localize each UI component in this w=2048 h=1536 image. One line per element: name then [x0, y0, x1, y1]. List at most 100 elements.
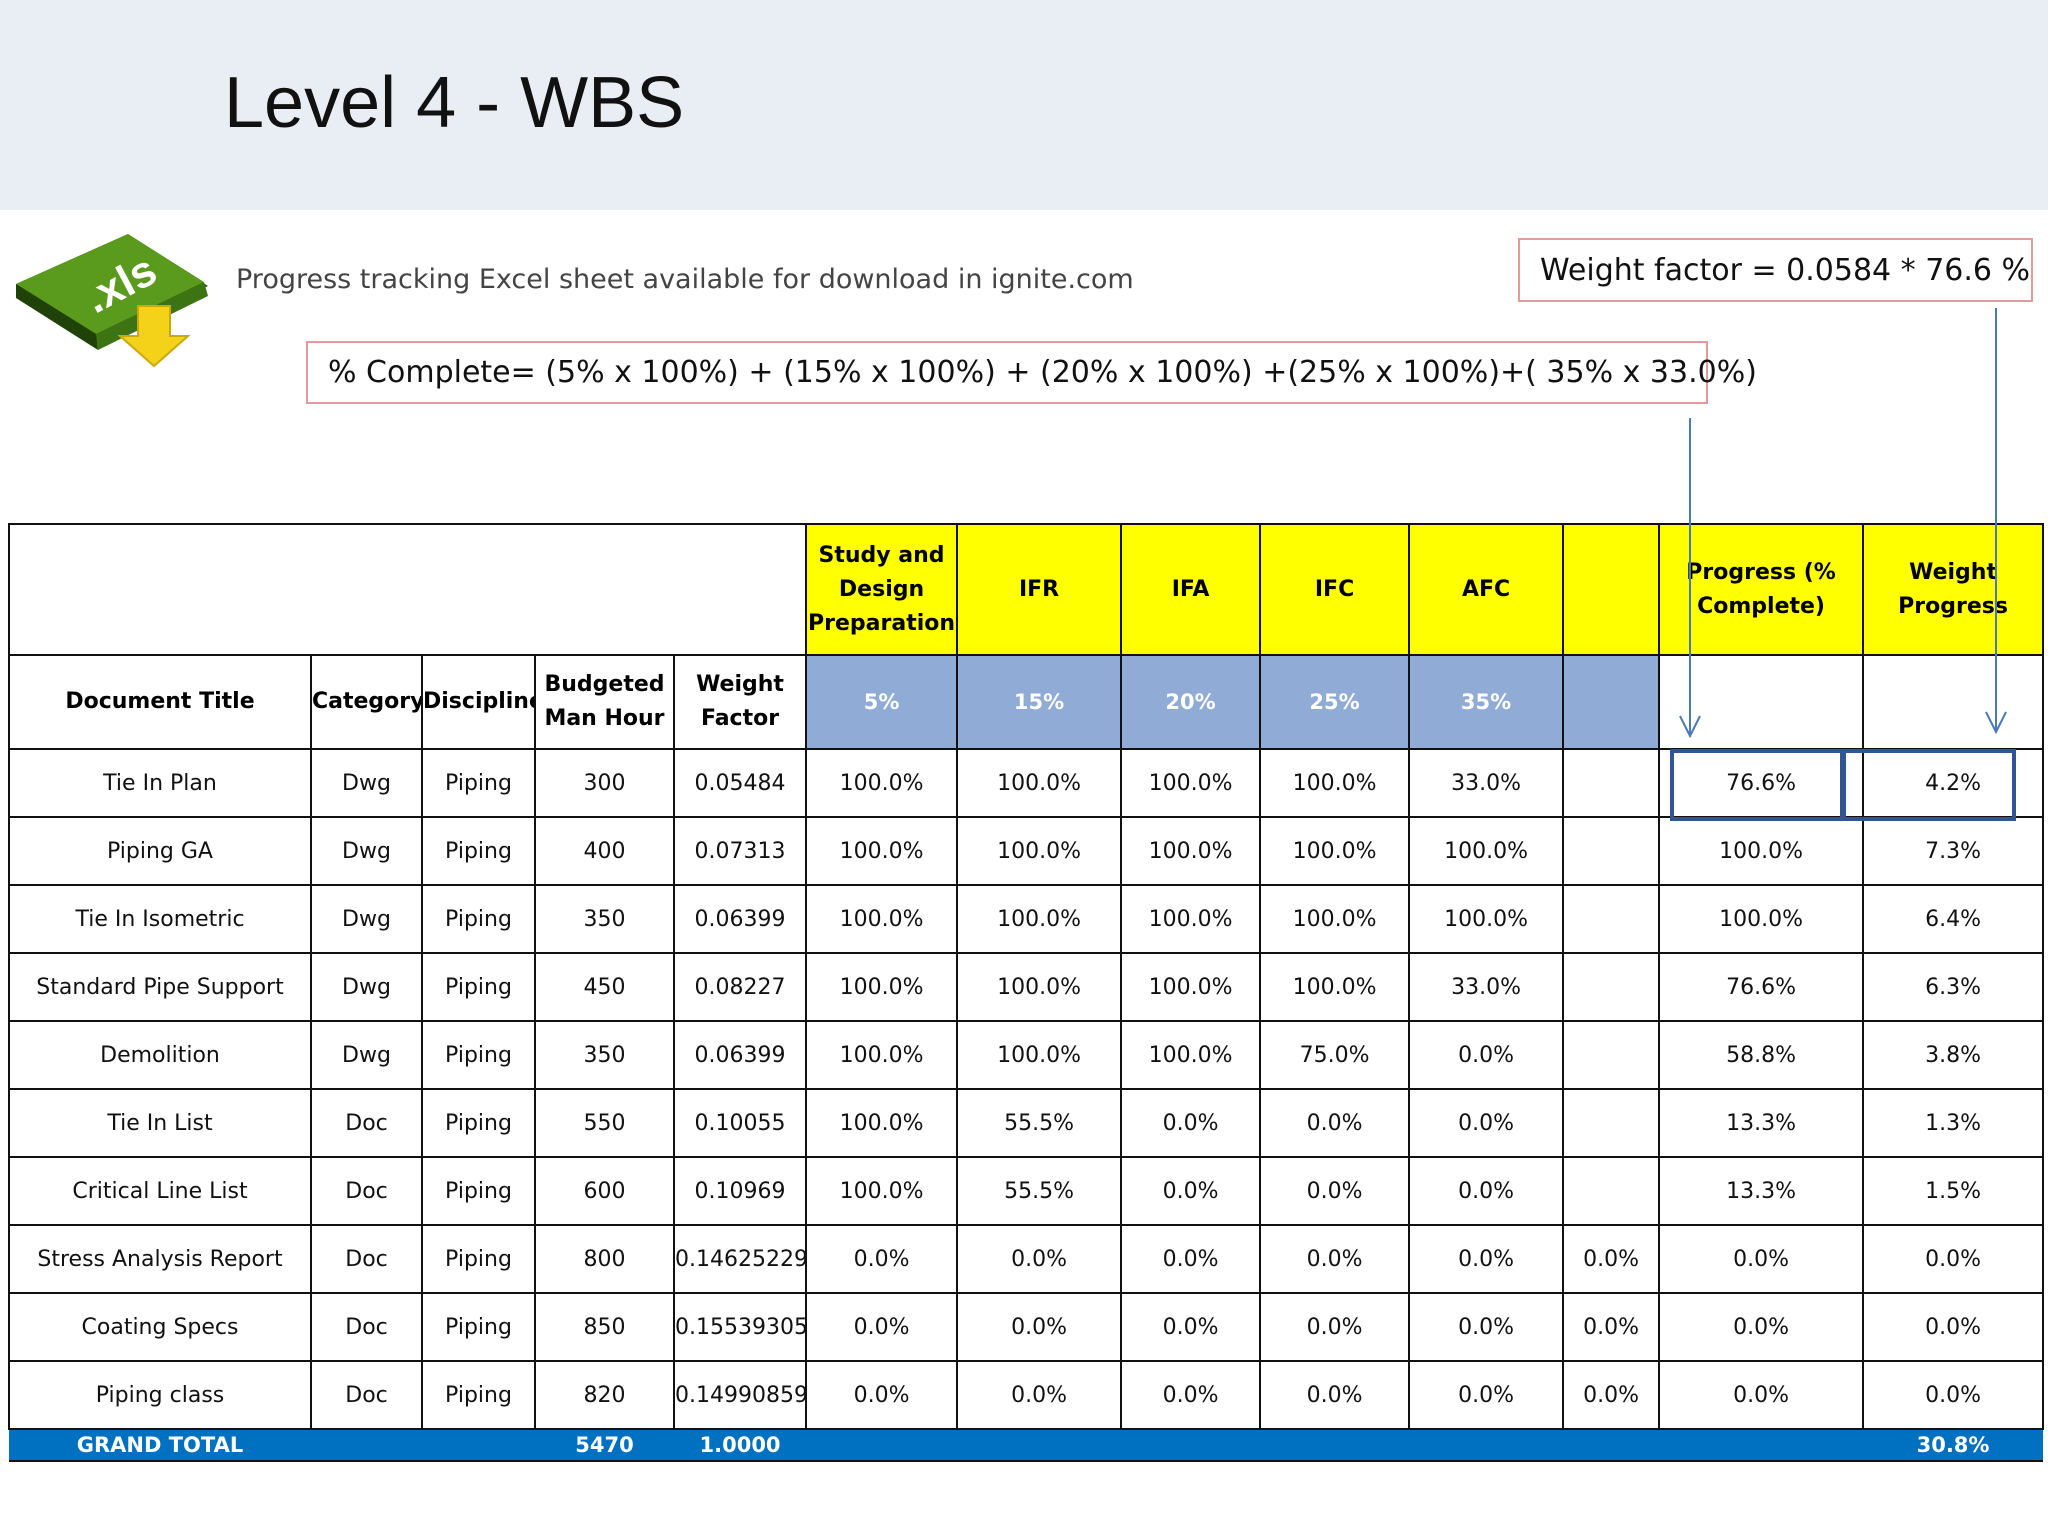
- discipline-cell: Piping: [421, 748, 536, 818]
- document-title-cell: Piping GA: [8, 816, 312, 886]
- phase-progress-cell: 100.0%: [956, 816, 1123, 886]
- phase-weight: 5%: [805, 654, 959, 750]
- document-title-cell: Standard Pipe Support: [8, 952, 312, 1022]
- grand-total-weight: 1.0000: [674, 1428, 807, 1462]
- phase-progress-cell: 0.0%: [805, 1224, 959, 1294]
- discipline-cell: Piping: [421, 1360, 536, 1430]
- phase-progress-cell: 0.0%: [805, 1292, 959, 1362]
- phase-progress-cell: 0.0%: [1408, 1224, 1565, 1294]
- category-cell: Dwg: [310, 884, 423, 954]
- phase-progress-cell: 100.0%: [805, 884, 959, 954]
- weight-factor-cell: 0.10969: [672, 1156, 808, 1226]
- phase-weight: 25%: [1259, 654, 1411, 750]
- phase-weight: 35%: [1408, 654, 1565, 750]
- weight-progress-cell: 1.5%: [1862, 1156, 2045, 1226]
- progress-cell: 100.0%: [1658, 884, 1865, 954]
- discipline-cell: Piping: [421, 1088, 536, 1158]
- man-hour-cell: 820: [534, 1360, 675, 1430]
- phase-header: AFC: [1408, 523, 1565, 656]
- man-hour-cell: 350: [534, 1020, 675, 1090]
- title-band: [0, 0, 2048, 210]
- table-row: Tie In Plan Dwg Piping 300 0.05484 100.0% 100.…: [8, 748, 2045, 818]
- phase-progress-cell: [1562, 816, 1661, 886]
- document-title-cell: Piping class: [8, 1360, 312, 1430]
- weight-factor-cell: 0.08227: [672, 952, 808, 1022]
- weight-factor-callout: Weight factor = 0.0584 * 76.6 %: [1518, 238, 2033, 302]
- phase-progress-cell: 100.0%: [956, 884, 1123, 954]
- xls-download-icon[interactable]: .xls: [8, 226, 213, 381]
- table-row: Tie In Isometric Dwg Piping 350 0.06399 100.0…: [8, 884, 2045, 954]
- category-cell: Dwg: [310, 952, 423, 1022]
- phase-progress-cell: 0.0%: [805, 1360, 959, 1430]
- phase-progress-cell: 100.0%: [1120, 1020, 1262, 1090]
- man-hour-cell: 400: [534, 816, 675, 886]
- weight-progress-cell: 6.4%: [1862, 884, 2045, 954]
- slide-title: Level 4 - WBS: [224, 63, 685, 143]
- weight-progress-cell: 1.3%: [1862, 1088, 2045, 1158]
- weight-factor-cell: 0.06399: [672, 1020, 808, 1090]
- phase-progress-cell: 55.5%: [956, 1088, 1123, 1158]
- phase-progress-cell: 0.0%: [1408, 1292, 1565, 1362]
- document-title-cell: Demolition: [8, 1020, 312, 1090]
- phase-progress-cell: 100.0%: [805, 1020, 959, 1090]
- phase-progress-cell: 100.0%: [805, 748, 959, 818]
- phase-progress-cell: 0.0%: [1120, 1156, 1262, 1226]
- phase-weight: 20%: [1120, 654, 1262, 750]
- progress-cell: 13.3%: [1658, 1088, 1865, 1158]
- category-cell: Doc: [310, 1088, 423, 1158]
- column-header: Category: [310, 654, 423, 750]
- progress-highlight-box: [1670, 749, 1844, 821]
- phase-progress-cell: 100.0%: [805, 1088, 959, 1158]
- progress-cell: 0.0%: [1658, 1292, 1865, 1362]
- table-row: Stress Analysis Report Doc Piping 800 0.1462…: [8, 1224, 2045, 1294]
- table-row: Tie In List Doc Piping 550 0.10055 100.0% 55.5…: [8, 1088, 2045, 1158]
- phase-progress-cell: 0.0%: [1259, 1292, 1411, 1362]
- grand-total-weight-progress: 30.8%: [1863, 1428, 2044, 1462]
- category-cell: Doc: [310, 1156, 423, 1226]
- phase-progress-cell: 100.0%: [1408, 816, 1565, 886]
- phase-progress-cell: 100.0%: [1120, 816, 1262, 886]
- progress-header-blank: [1658, 654, 1865, 750]
- table-body: Tie In Plan Dwg Piping 300 0.05484 100.0% 100.…: [8, 748, 2045, 1430]
- weight-factor-cell: 0.06399: [672, 884, 808, 954]
- phase-progress-cell: 0.0%: [956, 1292, 1123, 1362]
- phase-header-row: Study and Design Preparation IFR IFA IFC…: [7, 523, 2045, 656]
- phase-progress-cell: 0.0%: [1259, 1088, 1411, 1158]
- column-header-row: Document Title Category Discipline Budge…: [8, 654, 2045, 750]
- document-title-cell: Tie In List: [8, 1088, 312, 1158]
- progress-header: Progress (% Complete): [1658, 523, 1865, 656]
- phase-progress-cell: 55.5%: [956, 1156, 1123, 1226]
- weight-progress-cell: 0.0%: [1862, 1360, 2045, 1430]
- phase-progress-cell: 0.0%: [956, 1224, 1123, 1294]
- phase-header: IFR: [956, 523, 1123, 656]
- phase-progress-cell: [1562, 1020, 1661, 1090]
- phase-progress-cell: 100.0%: [1259, 748, 1411, 818]
- phase-progress-cell: 0.0%: [1120, 1292, 1262, 1362]
- phase-progress-cell: 100.0%: [1120, 884, 1262, 954]
- document-title-cell: Coating Specs: [8, 1292, 312, 1362]
- weight-factor-cell: 0.10055: [672, 1088, 808, 1158]
- phase-progress-cell: [1562, 884, 1661, 954]
- phase-header: IFA: [1120, 523, 1262, 656]
- percent-complete-callout: % Complete= (5% x 100%) + (15% x 100%) +…: [306, 341, 1757, 404]
- column-header: Discipline: [421, 654, 536, 750]
- phase-progress-cell: 0.0%: [1408, 1020, 1565, 1090]
- phase-progress-cell: 0.0%: [1562, 1224, 1661, 1294]
- phase-progress-cell: 100.0%: [1259, 816, 1411, 886]
- discipline-cell: Piping: [421, 1224, 536, 1294]
- man-hour-cell: 800: [534, 1224, 675, 1294]
- phase-progress-cell: 100.0%: [805, 1156, 959, 1226]
- weight-factor-cell: 0.14625229: [672, 1224, 808, 1294]
- phase-progress-cell: 0.0%: [1408, 1360, 1565, 1430]
- phase-progress-cell: 0.0%: [1562, 1292, 1661, 1362]
- table-row: Coating Specs Doc Piping 850 0.15539305 0.0% 0…: [8, 1292, 2045, 1362]
- discipline-cell: Piping: [421, 1156, 536, 1226]
- phase-progress-cell: 100.0%: [956, 748, 1123, 818]
- phase-progress-cell: 100.0%: [956, 1020, 1123, 1090]
- phase-progress-cell: 100.0%: [1259, 952, 1411, 1022]
- table-row: Piping class Doc Piping 820 0.14990859 0.0% 0.…: [8, 1360, 2045, 1430]
- progress-cell: 100.0%: [1658, 816, 1865, 886]
- phase-progress-cell: 0.0%: [1120, 1088, 1262, 1158]
- phase-progress-cell: 0.0%: [1120, 1224, 1262, 1294]
- weight-factor-cell: 0.05484: [672, 748, 808, 818]
